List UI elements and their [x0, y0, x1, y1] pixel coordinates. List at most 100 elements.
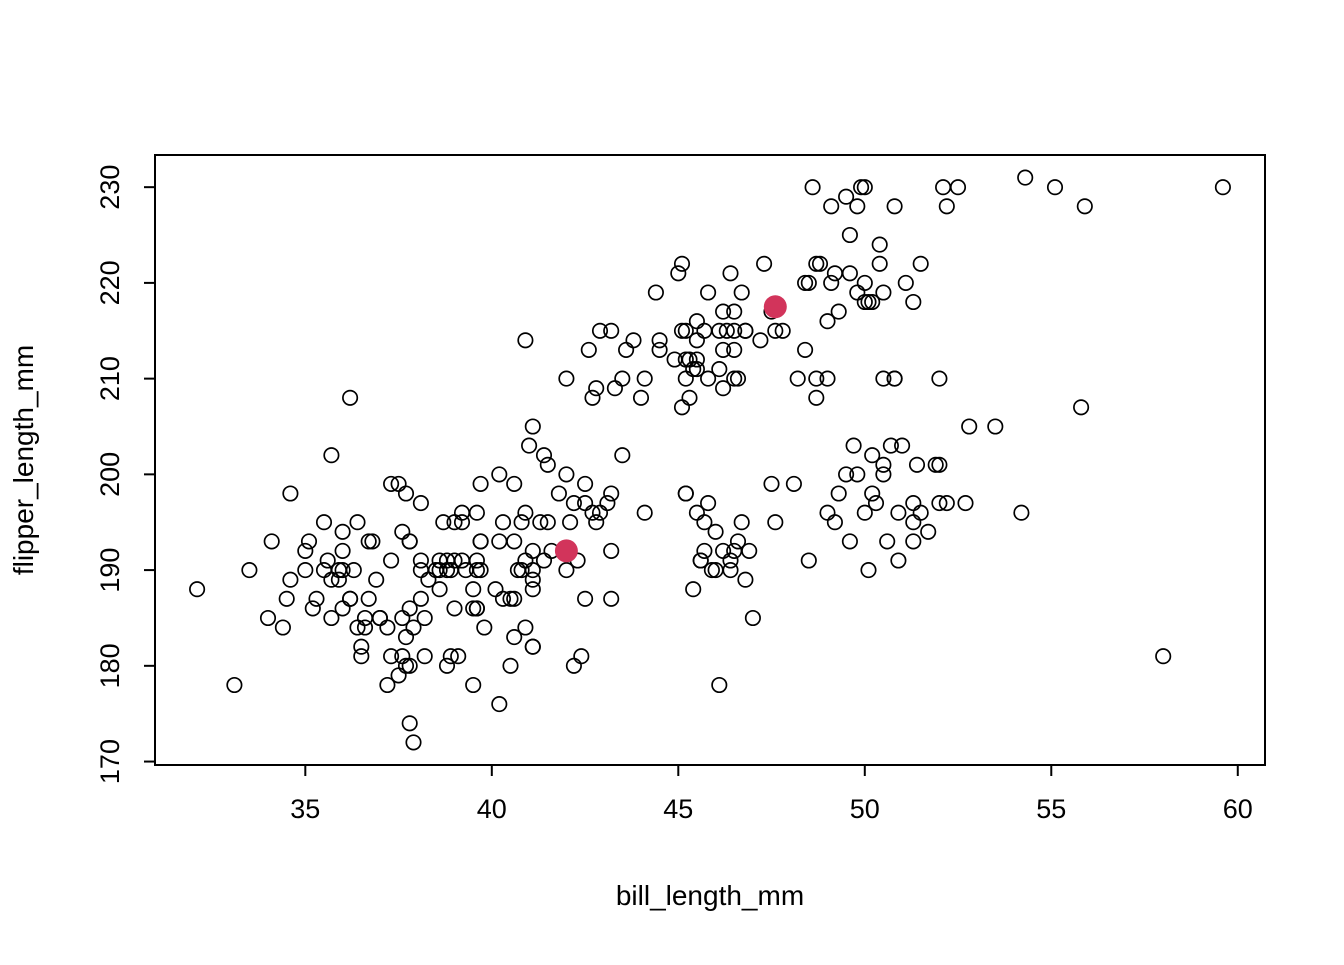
- x-tick-label: 50: [850, 794, 880, 824]
- data-point: [808, 255, 825, 272]
- data-point: [726, 370, 743, 387]
- data-point: [927, 456, 944, 473]
- data-point: [908, 456, 926, 473]
- data-point: [506, 590, 523, 607]
- data-point: [323, 447, 340, 464]
- data-point: [349, 619, 366, 636]
- data-point: [677, 485, 694, 502]
- data-point: [703, 562, 720, 579]
- data-point: [1017, 169, 1034, 186]
- data-point: [849, 198, 866, 215]
- data-point: [685, 581, 702, 598]
- data-point: [315, 514, 333, 531]
- data-point: [651, 332, 668, 349]
- data-point: [886, 370, 903, 387]
- data-point: [401, 715, 418, 732]
- data-point: [304, 600, 321, 617]
- data-point: [856, 274, 873, 291]
- cluster-centers: [554, 295, 787, 563]
- data-point: [804, 179, 821, 196]
- data-point: [636, 370, 653, 387]
- data-point: [319, 552, 336, 569]
- data-point: [371, 609, 388, 627]
- data-point: [573, 648, 590, 665]
- data-point: [416, 609, 433, 627]
- data-point: [300, 533, 318, 550]
- data-point: [871, 236, 888, 253]
- data-point: [879, 533, 896, 550]
- data-point: [379, 676, 396, 694]
- data-point: [800, 274, 817, 291]
- data-point: [722, 265, 739, 282]
- data-point: [819, 313, 836, 330]
- data-point: [819, 370, 836, 387]
- data-point: [673, 399, 691, 416]
- data-point: [487, 581, 504, 598]
- data-point: [707, 562, 724, 579]
- x-axis-ticks: 35 40 45 50 55 60: [290, 765, 1253, 824]
- data-point: [711, 361, 728, 378]
- data-point: [938, 495, 955, 512]
- data-point: [632, 389, 650, 406]
- data-point: [905, 495, 922, 512]
- data-point: [700, 284, 717, 301]
- y-tick-label: 170: [95, 739, 125, 784]
- data-point: [625, 332, 642, 349]
- data-point: [468, 562, 485, 579]
- data-point: [826, 514, 843, 531]
- data-point: [383, 648, 400, 665]
- data-point: [353, 638, 370, 655]
- data-point: [450, 648, 467, 665]
- data-point: [875, 370, 892, 387]
- data-point: [550, 485, 567, 502]
- data-point: [673, 255, 691, 272]
- data-point: [931, 370, 948, 387]
- data-point: [845, 437, 862, 454]
- data-point: [524, 638, 541, 655]
- data-point: [797, 274, 814, 291]
- data-point: [558, 562, 575, 579]
- data-point: [785, 475, 802, 492]
- data-point: [427, 562, 444, 579]
- data-point: [905, 514, 922, 531]
- data-point: [356, 619, 374, 636]
- data-point: [823, 198, 840, 215]
- data-point: [797, 341, 814, 358]
- data-point: [517, 332, 534, 349]
- data-point: [692, 552, 709, 569]
- data-point: [334, 542, 351, 559]
- data-point: [438, 657, 456, 674]
- data-point: [394, 648, 411, 665]
- data-point: [715, 303, 732, 320]
- data-point: [588, 514, 605, 531]
- data-point: [453, 514, 471, 531]
- data-point: [905, 293, 922, 311]
- data-point: [718, 322, 735, 339]
- data-point: [412, 495, 429, 512]
- data-point: [189, 581, 206, 598]
- data-point: [453, 504, 471, 521]
- x-axis-title: bill_length_mm: [616, 880, 804, 911]
- data-point: [729, 370, 747, 387]
- data-point: [700, 495, 717, 512]
- data-point: [588, 380, 605, 397]
- data-point: [931, 495, 948, 512]
- data-point: [342, 590, 359, 607]
- plot-border: [154, 154, 1266, 766]
- data-point: [315, 562, 333, 579]
- data-point: [1214, 179, 1231, 196]
- data-point: [938, 198, 955, 215]
- data-point: [397, 485, 415, 502]
- data-point: [681, 389, 698, 406]
- data-point: [562, 514, 579, 531]
- data-point: [476, 619, 493, 636]
- data-point: [1073, 399, 1090, 416]
- data-point: [849, 466, 866, 483]
- data-point: [364, 533, 381, 550]
- data-point: [808, 389, 825, 406]
- data-point: [453, 552, 471, 569]
- data-point: [767, 514, 784, 531]
- data-point: [920, 523, 937, 540]
- data-point: [491, 696, 508, 713]
